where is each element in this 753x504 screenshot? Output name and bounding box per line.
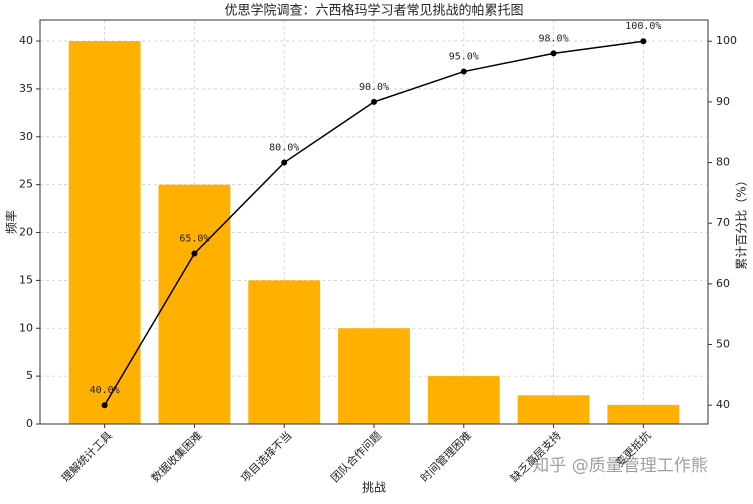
data-label: 100.0% xyxy=(625,21,661,32)
y2-tick-label: 40 xyxy=(716,398,730,411)
y-tick-label: 5 xyxy=(26,369,33,382)
y-tick-label: 10 xyxy=(19,321,33,334)
x-tick-label: 理解统计工具 xyxy=(58,428,115,485)
y-tick-label: 25 xyxy=(19,178,33,191)
x-tick-label: 项目选择不当 xyxy=(238,428,295,485)
y-tick-label: 35 xyxy=(19,82,33,95)
y2-tick-label: 70 xyxy=(716,216,730,229)
x-tick-label: 时间管理困难 xyxy=(417,428,474,485)
data-label: 98.0% xyxy=(539,33,569,44)
data-label: 90.0% xyxy=(359,82,389,93)
point xyxy=(460,68,467,75)
y-tick-label: 20 xyxy=(19,226,33,239)
point xyxy=(191,250,198,257)
bar xyxy=(517,395,590,424)
x-tick-label: 数据收集困难 xyxy=(148,428,205,485)
y2-tick-label: 50 xyxy=(716,338,730,351)
bar xyxy=(248,280,321,424)
x-tick-label: 团队合作问题 xyxy=(328,428,385,485)
y-tick-label: 0 xyxy=(26,417,33,430)
point xyxy=(371,98,377,105)
point xyxy=(101,402,108,409)
bar xyxy=(158,184,231,424)
y2-tick-label: 80 xyxy=(716,156,730,169)
data-label: 40.0% xyxy=(90,385,120,396)
y2-tick-label: 60 xyxy=(716,277,730,290)
y2-tick-label: 90 xyxy=(716,95,730,108)
watermark: 知乎 @质量管理工作熊 xyxy=(532,456,707,476)
x-axis-label: 挑战 xyxy=(362,481,386,495)
y-tick-label: 40 xyxy=(19,34,33,47)
bar xyxy=(607,404,680,424)
y2-tick-label: 100 xyxy=(716,34,737,47)
point xyxy=(640,38,647,45)
data-label: 95.0% xyxy=(449,52,479,63)
y-tick-label: 30 xyxy=(19,130,33,143)
data-label: 65.0% xyxy=(179,234,209,245)
bar xyxy=(68,41,141,424)
data-label: 80.0% xyxy=(269,143,299,154)
point xyxy=(550,50,557,57)
y-axis-label: 频率 xyxy=(4,210,19,234)
chart-title: 优思学院调查：六西格玛学习者常见挑战的帕累托图 xyxy=(224,3,523,19)
bar xyxy=(427,376,500,424)
point xyxy=(281,159,288,166)
y2-axis-label: 累计百分比（%） xyxy=(735,174,749,269)
y-tick-label: 15 xyxy=(19,273,33,286)
bar xyxy=(338,328,410,424)
